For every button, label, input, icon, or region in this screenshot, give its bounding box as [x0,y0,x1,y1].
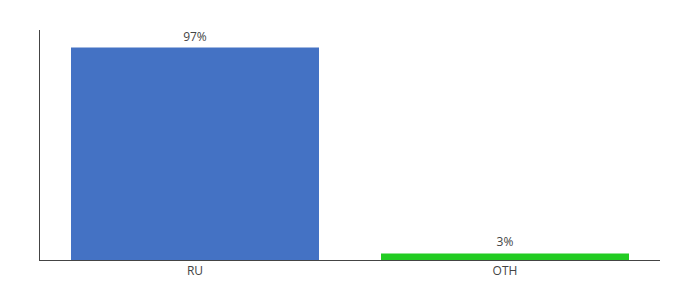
svg-text:RU: RU [187,262,203,279]
svg-text:OTH: OTH [493,262,518,279]
svg-text:97%: 97% [183,28,207,45]
svg-text:3%: 3% [497,233,514,250]
